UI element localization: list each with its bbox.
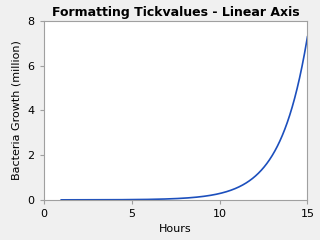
X-axis label: Hours: Hours — [159, 224, 192, 234]
Y-axis label: Bacteria Growth (million): Bacteria Growth (million) — [12, 41, 22, 180]
Title: Formatting Tickvalues - Linear Axis: Formatting Tickvalues - Linear Axis — [52, 6, 300, 18]
